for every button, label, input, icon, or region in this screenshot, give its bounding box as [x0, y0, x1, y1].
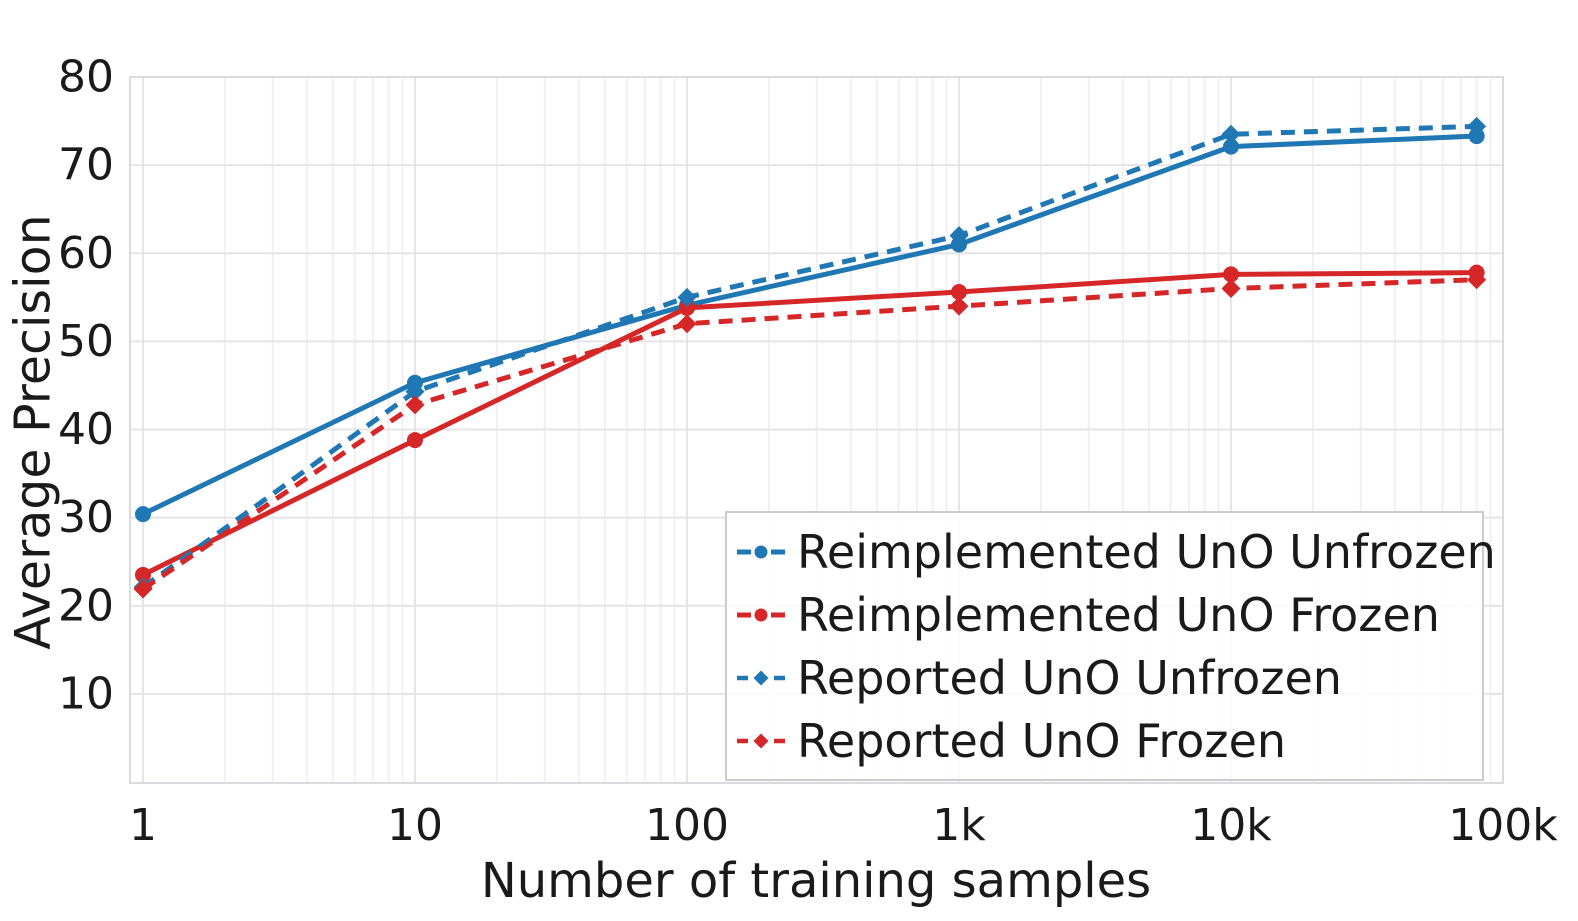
x-tick-label: 10	[387, 800, 443, 851]
legend-item: Reported UnO Frozen	[735, 709, 1482, 772]
data-point-circle	[754, 608, 768, 621]
data-point-circle	[135, 506, 151, 523]
data-point-diamond	[677, 314, 697, 334]
legend: Reimplemented UnO Unfrozen Reimplemented…	[725, 511, 1496, 781]
data-point-circle	[1223, 266, 1239, 283]
data-point-circle	[951, 284, 967, 301]
x-tick-label: 1	[129, 800, 157, 851]
data-point-diamond	[753, 670, 769, 685]
legend-line-diamond-icon	[737, 733, 785, 748]
legend-line-circle-icon	[737, 545, 785, 558]
y-tick-label: 40	[58, 404, 114, 455]
series-reimplemented-uno-unfrozen	[135, 128, 1485, 523]
legend-item: Reimplemented UnO Frozen	[735, 583, 1482, 646]
data-point-diamond	[949, 296, 969, 316]
x-tick-label: 100	[645, 800, 729, 851]
data-point-diamond	[1467, 116, 1487, 136]
plot-border	[129, 76, 1504, 784]
x-axis-title: Number of training samples	[480, 853, 1152, 909]
data-point-circle	[1468, 128, 1485, 145]
series-line	[141, 133, 1477, 517]
legend-item: Reimplemented UnO Unfrozen	[735, 520, 1496, 583]
series-line	[141, 123, 1477, 590]
data-point-circle	[1223, 138, 1239, 155]
legend-label: Reported UnO Frozen	[797, 713, 1287, 768]
y-tick-label: 60	[58, 228, 114, 279]
data-point-diamond	[949, 226, 969, 246]
x-tick-label: 10k	[1190, 800, 1272, 851]
legend-line-circle-icon	[737, 608, 785, 621]
legend-label: Reported UnO Unfrozen	[797, 650, 1342, 705]
data-point-diamond	[677, 287, 697, 307]
y-tick-label: 30	[58, 492, 114, 543]
y-tick-label: 80	[58, 52, 114, 103]
y-tick-label: 10	[58, 668, 114, 719]
legend-label: Reimplemented UnO Frozen	[797, 587, 1440, 642]
x-tick-label: 1k	[932, 800, 986, 851]
series-line	[141, 270, 1477, 578]
data-point-circle	[407, 432, 423, 449]
legend-line-diamond-icon	[737, 670, 785, 685]
x-tick-label: 100k	[1448, 800, 1558, 851]
data-point-diamond	[405, 395, 425, 415]
data-point-diamond	[1221, 124, 1241, 144]
y-tick-label: 70	[58, 140, 114, 191]
data-point-diamond	[405, 382, 425, 402]
data-point-diamond	[753, 733, 769, 748]
data-point-diamond	[1221, 279, 1241, 298]
y-axis-title: Average Precision	[4, 214, 62, 650]
y-tick-label: 50	[58, 316, 114, 367]
legend-item: Reported UnO Unfrozen	[735, 646, 1482, 709]
series-reported-uno-frozen	[133, 270, 1487, 599]
data-point-circle	[754, 545, 768, 558]
data-point-diamond	[133, 579, 153, 599]
data-point-circle	[135, 566, 151, 583]
legend-label: Reimplemented UnO Unfrozen	[797, 524, 1496, 579]
data-point-circle	[679, 299, 695, 316]
data-point-diamond	[1467, 270, 1487, 290]
series-line	[141, 277, 1477, 592]
y-tick-label: 20	[58, 580, 114, 631]
